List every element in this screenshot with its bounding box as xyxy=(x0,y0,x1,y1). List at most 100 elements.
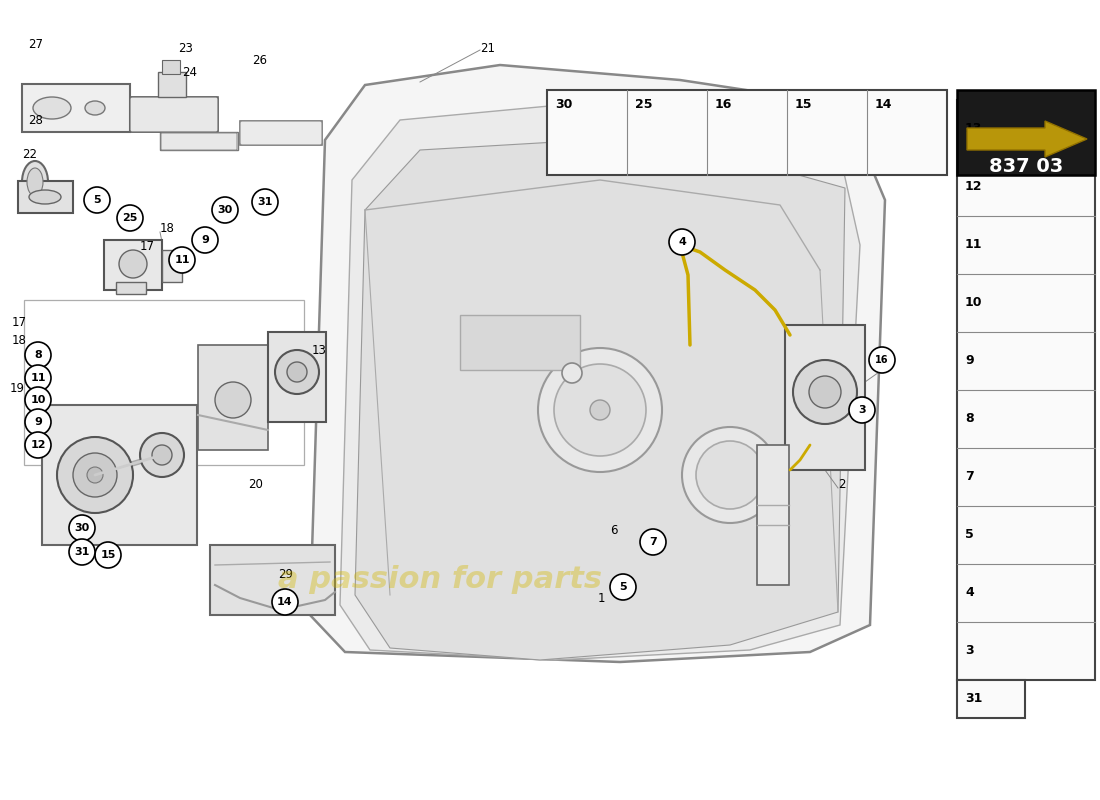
Text: 7: 7 xyxy=(965,470,974,483)
Bar xyxy=(22,84,130,132)
FancyBboxPatch shape xyxy=(240,121,322,145)
Text: 27: 27 xyxy=(28,38,43,50)
Bar xyxy=(957,680,1025,718)
Circle shape xyxy=(73,453,117,497)
Bar xyxy=(162,60,180,74)
Bar xyxy=(957,90,1094,175)
Circle shape xyxy=(95,542,121,568)
Bar xyxy=(757,445,789,585)
Text: 10: 10 xyxy=(965,297,982,310)
Circle shape xyxy=(25,387,51,413)
Circle shape xyxy=(87,467,103,483)
Circle shape xyxy=(252,189,278,215)
Text: 19: 19 xyxy=(10,382,25,394)
Bar xyxy=(460,315,580,370)
Text: 31: 31 xyxy=(257,197,273,207)
Text: 21: 21 xyxy=(480,42,495,54)
Circle shape xyxy=(57,437,133,513)
Polygon shape xyxy=(310,65,886,662)
Circle shape xyxy=(554,364,646,456)
Circle shape xyxy=(610,574,636,600)
Bar xyxy=(158,72,186,97)
Text: 9: 9 xyxy=(34,417,42,427)
Text: 11: 11 xyxy=(31,373,46,383)
Circle shape xyxy=(192,227,218,253)
Text: 17: 17 xyxy=(140,241,155,254)
Text: 8: 8 xyxy=(965,413,974,426)
Text: 4: 4 xyxy=(965,586,974,599)
Circle shape xyxy=(793,360,857,424)
Text: 14: 14 xyxy=(277,597,293,607)
Text: 24: 24 xyxy=(182,66,197,78)
Circle shape xyxy=(275,350,319,394)
Text: 17: 17 xyxy=(12,315,28,329)
Circle shape xyxy=(169,247,195,273)
Bar xyxy=(547,90,947,175)
Circle shape xyxy=(287,362,307,382)
Bar xyxy=(18,181,73,213)
Text: 10: 10 xyxy=(31,395,46,405)
Bar xyxy=(116,282,146,294)
Text: 16: 16 xyxy=(715,98,733,110)
Text: 5: 5 xyxy=(619,582,627,592)
Ellipse shape xyxy=(22,161,48,203)
Bar xyxy=(104,240,162,290)
Text: 14: 14 xyxy=(874,98,892,110)
Text: 1: 1 xyxy=(598,591,605,605)
Bar xyxy=(268,332,326,422)
Text: 28: 28 xyxy=(28,114,43,126)
Text: 11: 11 xyxy=(965,238,982,251)
Text: 837 03: 837 03 xyxy=(989,157,1063,175)
Polygon shape xyxy=(967,121,1087,157)
Text: 30: 30 xyxy=(556,98,572,110)
Text: 22: 22 xyxy=(22,147,37,161)
Bar xyxy=(785,325,865,470)
Text: 11: 11 xyxy=(174,255,189,265)
Circle shape xyxy=(25,432,51,458)
Circle shape xyxy=(562,363,582,383)
Text: 16: 16 xyxy=(876,355,889,365)
Text: 4: 4 xyxy=(678,237,686,247)
FancyBboxPatch shape xyxy=(130,97,218,132)
Circle shape xyxy=(25,365,51,391)
Text: 3: 3 xyxy=(965,645,974,658)
Circle shape xyxy=(669,229,695,255)
Bar xyxy=(210,545,336,615)
Bar xyxy=(42,405,197,545)
Circle shape xyxy=(849,397,875,423)
Bar xyxy=(162,250,182,282)
Circle shape xyxy=(117,205,143,231)
Text: 31: 31 xyxy=(75,547,90,557)
Text: 12: 12 xyxy=(965,181,982,194)
Ellipse shape xyxy=(28,168,43,196)
Text: 20: 20 xyxy=(248,478,263,491)
Text: 5: 5 xyxy=(94,195,101,205)
Text: 6: 6 xyxy=(610,523,617,537)
Text: 18: 18 xyxy=(160,222,175,234)
Circle shape xyxy=(696,441,764,509)
Bar xyxy=(198,345,268,450)
Circle shape xyxy=(214,382,251,418)
Text: a passion for parts: a passion for parts xyxy=(278,566,602,594)
Text: 30: 30 xyxy=(218,205,232,215)
Text: 12: 12 xyxy=(31,440,46,450)
Text: 18: 18 xyxy=(12,334,26,346)
Ellipse shape xyxy=(33,97,72,119)
Text: 13: 13 xyxy=(312,343,327,357)
Circle shape xyxy=(808,376,842,408)
Text: 13: 13 xyxy=(965,122,982,135)
Text: 25: 25 xyxy=(635,98,652,110)
Polygon shape xyxy=(340,105,860,660)
Text: 31: 31 xyxy=(965,693,982,706)
Text: 15: 15 xyxy=(795,98,813,110)
Circle shape xyxy=(25,409,51,435)
Circle shape xyxy=(682,427,778,523)
Circle shape xyxy=(212,197,238,223)
Circle shape xyxy=(140,433,184,477)
Circle shape xyxy=(69,539,95,565)
Polygon shape xyxy=(355,140,845,660)
Text: 26: 26 xyxy=(252,54,267,66)
Text: 9: 9 xyxy=(965,354,974,367)
Circle shape xyxy=(869,347,895,373)
Text: 25: 25 xyxy=(122,213,138,223)
